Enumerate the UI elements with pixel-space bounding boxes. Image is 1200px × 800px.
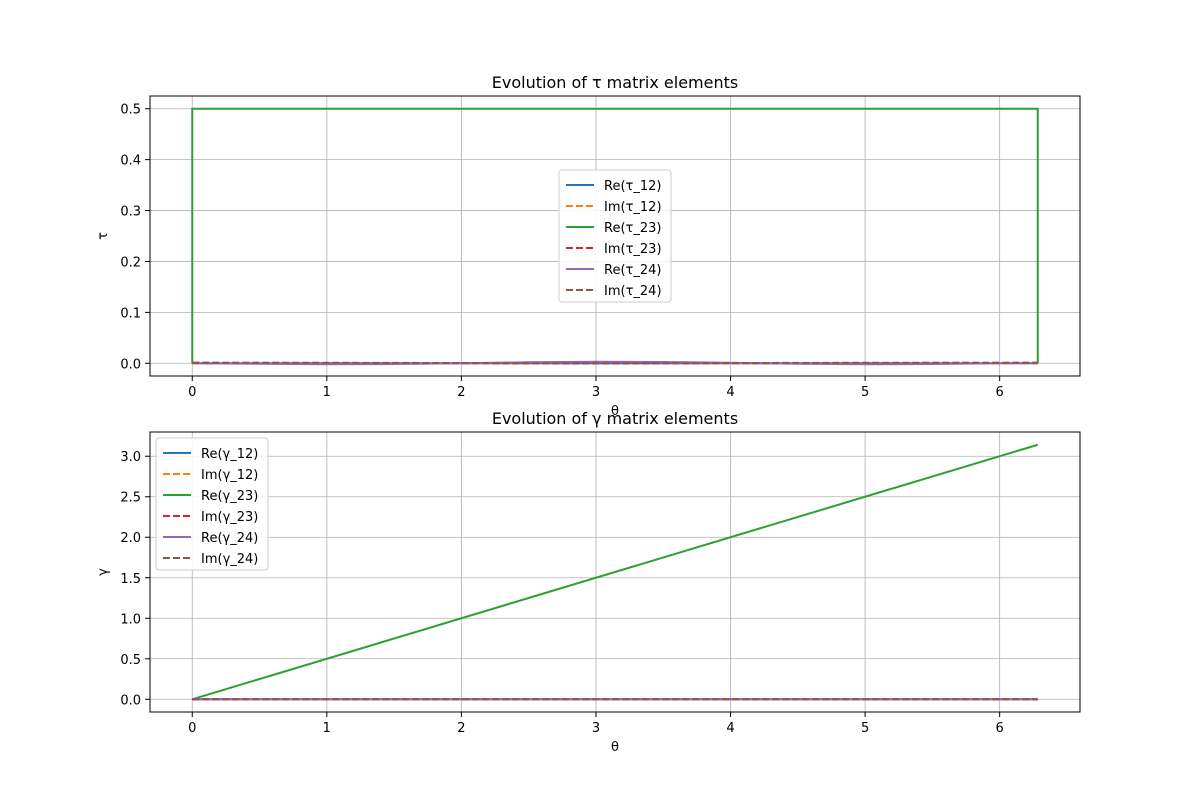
y-axis-label: γ xyxy=(96,568,111,576)
legend-label: Im(τ_23) xyxy=(604,242,662,257)
series-line-6 xyxy=(192,361,1038,365)
y-tick-label: 2.0 xyxy=(120,531,141,546)
legend: Re(τ_12) Im(τ_12) Re(τ_23) Im(τ_23) Re(τ_24)… xyxy=(558,169,672,303)
legend-label: Im(τ_24) xyxy=(604,284,662,299)
x-tick-label: 0 xyxy=(188,385,196,400)
legend-label: Im(τ_12) xyxy=(604,200,662,215)
x-tick-label: 5 xyxy=(861,721,869,736)
y-tick-label: 0.3 xyxy=(120,205,141,220)
x-tick-label: 1 xyxy=(323,721,331,736)
chart-title: Evolution of γ matrix elements xyxy=(492,409,738,428)
legend-label: Re(γ_23) xyxy=(201,489,258,504)
y-tick-label: 0.0 xyxy=(120,357,141,372)
legend-label: Re(τ_12) xyxy=(604,179,661,194)
x-tick-label: 3 xyxy=(592,385,600,400)
y-tick-label: 0.0 xyxy=(120,693,141,708)
y-tick-label: 1.0 xyxy=(120,612,141,627)
x-tick-label: 2 xyxy=(457,721,465,736)
chart-title: Evolution of τ matrix elements xyxy=(492,73,738,92)
x-tick-label: 1 xyxy=(323,385,331,400)
legend-label: Re(τ_24) xyxy=(604,263,661,278)
legend-label: Re(τ_23) xyxy=(604,221,661,236)
legend-label: Re(γ_24) xyxy=(201,531,258,546)
legend-label: Re(γ_12) xyxy=(201,447,258,462)
legend-label: Im(γ_23) xyxy=(201,510,258,525)
y-tick-label: 2.5 xyxy=(120,491,141,506)
x-tick-label: 6 xyxy=(996,721,1004,736)
x-tick-label: 2 xyxy=(457,385,465,400)
x-axis-label: θ xyxy=(611,740,619,755)
y-tick-label: 0.5 xyxy=(120,653,141,668)
y-tick-label: 0.4 xyxy=(120,154,141,169)
series-line-5 xyxy=(192,360,1038,366)
axes-frame xyxy=(149,431,1081,713)
x-tick-label: 5 xyxy=(861,385,869,400)
y-tick-label: 0.2 xyxy=(120,255,141,270)
x-tick-label: 0 xyxy=(188,721,196,736)
x-tick-label: 4 xyxy=(726,385,734,400)
series-line-3 xyxy=(191,107,1039,364)
axes-frame xyxy=(149,95,1081,377)
x-tick-label: 6 xyxy=(996,385,1004,400)
axes-2: 0 1 2 3 4 5 6 0.0 0.5 1.0 1.5 2.0 2.5 3.0 Evolution of… xyxy=(96,409,1081,755)
y-tick-label: 3.0 xyxy=(120,450,141,465)
y-tick-label: 0.1 xyxy=(120,306,141,321)
y-tick-label: 1.5 xyxy=(120,572,141,587)
legend: Re(γ_12) Im(γ_12) Re(γ_23) Im(γ_23) Re(γ_24)… xyxy=(155,437,269,571)
legend-label: Im(γ_24) xyxy=(201,552,258,567)
axes-1: 0 1 2 3 4 5 6 0.0 0.1 0.2 0.3 0.4 0.5 Evolution of τ … xyxy=(96,73,1081,419)
legend-label: Im(γ_12) xyxy=(201,468,258,483)
y-tick-label: 0.5 xyxy=(120,103,141,118)
x-axis-label: θ xyxy=(611,404,619,419)
series-line-3 xyxy=(191,443,1039,701)
x-tick-label: 3 xyxy=(592,721,600,736)
y-axis-label: τ xyxy=(96,232,111,240)
x-tick-label: 4 xyxy=(726,721,734,736)
